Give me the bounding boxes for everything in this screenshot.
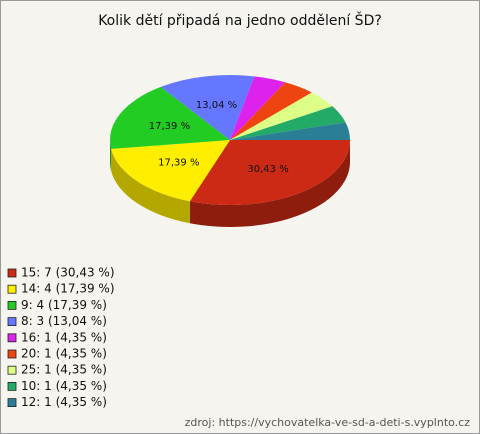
chart-title: Kolik dětí připadá na jedno oddělení ŠD?: [98, 11, 382, 29]
legend-label: 14: 4 (17,39 %): [21, 282, 115, 296]
slice: [160, 74, 255, 140]
slice-side: [189, 140, 350, 227]
legend-label: 20: 1 (4,35 %): [21, 347, 107, 361]
slice: [111, 140, 230, 202]
legend-label: 15: 7 (30,43 %): [21, 266, 115, 280]
legend-swatch: [7, 398, 17, 408]
source: zdroj: https://vychovatelka-ve-sd-a-deti…: [185, 416, 471, 429]
legend-swatch: [7, 284, 17, 294]
slice-side: [110, 140, 112, 171]
legend-label: 9: 4 (17,39 %): [21, 298, 107, 312]
legend-swatch: [7, 333, 17, 343]
legend-swatch: [7, 349, 17, 359]
slice: [230, 76, 286, 140]
slice: [230, 122, 350, 140]
legend-swatch: [7, 381, 17, 391]
legend-swatch: [7, 300, 17, 310]
slice: [230, 82, 312, 140]
slice-label: 13,04 %: [196, 100, 237, 111]
slice-label: 17,39 %: [149, 121, 190, 132]
slice: [230, 106, 346, 140]
slice-label: 30,43 %: [247, 164, 288, 175]
slice-label: 17,39 %: [158, 158, 199, 169]
legend-label: 12: 1 (4,35 %): [21, 395, 107, 409]
slice: [189, 140, 350, 205]
legend-swatch: [7, 268, 17, 278]
slice-side: [111, 148, 190, 224]
legend-label: 10: 1 (4,35 %): [21, 379, 107, 393]
legend-label: 16: 1 (4,35 %): [21, 330, 107, 344]
legend-swatch: [7, 365, 17, 375]
legend-label: 25: 1 (4,35 %): [21, 363, 107, 377]
slice: [230, 92, 333, 140]
legend-label: 8: 3 (13,04 %): [21, 314, 107, 328]
legend-swatch: [7, 317, 17, 327]
slice: [110, 86, 230, 149]
